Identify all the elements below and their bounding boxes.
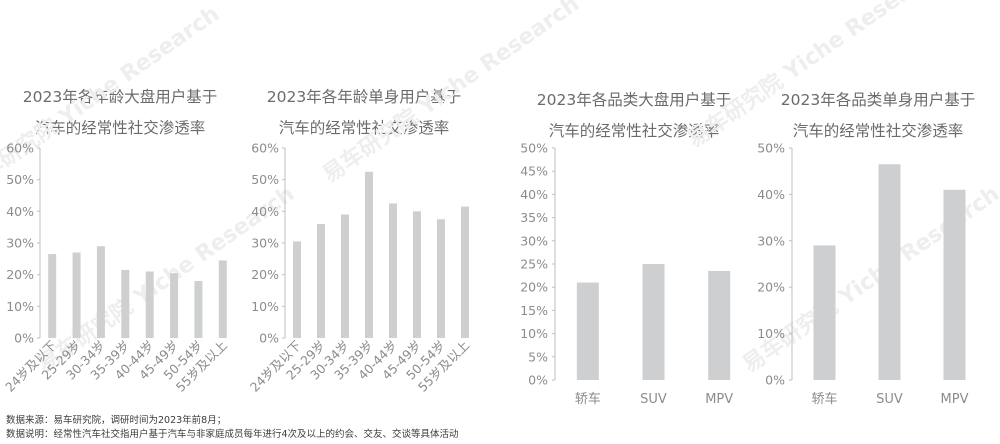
chart-1-title-line1: 2023年各年龄大盘用户基于	[22, 88, 218, 106]
chart-4-x-tick-label: SUV	[876, 392, 903, 407]
chart-1-y-tick-label: 30%	[6, 236, 34, 251]
chart-4-bar	[943, 189, 966, 380]
chart-1-bar	[96, 246, 105, 338]
chart-4-x-tick-label: 轿车	[811, 391, 837, 407]
watermark-2: 易车研究院 Yiche Research	[318, 0, 584, 188]
chart-3-y-tick-label: 30%	[520, 233, 548, 248]
watermark-1: 易车研究院 Yiche Research	[0, 1, 224, 198]
chart-1-bar	[121, 269, 130, 338]
chart-1-bar	[170, 273, 179, 338]
chart-4-bar	[878, 164, 901, 380]
chart-2-bar	[413, 211, 421, 338]
chart-2-bar	[389, 203, 397, 338]
chart-4-title: 2023年各品类单身用户基于 汽车的经常性社交渗透率	[766, 85, 990, 147]
chart-4-title-line1: 2023年各品类单身用户基于	[780, 91, 976, 109]
chart-3-y-tick-label: 50%	[520, 141, 548, 156]
chart-1-bar	[194, 281, 203, 338]
chart-3-y-tick-label: 35%	[520, 210, 548, 225]
chart-3-bar	[708, 270, 731, 380]
chart-1-title-line2: 汽车的经常性社交渗透率	[34, 119, 206, 137]
chart-3-y-tick-label: 25%	[520, 257, 548, 272]
chart-4-bar	[813, 245, 836, 380]
chart-2-y-tick-label: 20%	[251, 267, 279, 282]
chart-1-bar	[72, 252, 81, 338]
chart-1-title: 2023年各年龄大盘用户基于 汽车的经常性社交渗透率	[8, 82, 232, 144]
chart-2-bar	[293, 241, 301, 338]
chart-4-x-tick-label: MPV	[941, 392, 969, 407]
chart-3-y-tick-label: 15%	[520, 303, 548, 318]
chart-3-y-tick-label: 5%	[528, 349, 548, 364]
chart-2-title-line1: 2023年各年龄单身用户基于	[266, 88, 462, 106]
chart-2-bar	[365, 171, 373, 338]
chart-3-y-tick-label: 45%	[520, 164, 548, 179]
footnote-definition: 数据说明：经常性汽车社交指用户基于汽车与非家庭成员每年进行4次及以上的约会、交友…	[6, 429, 459, 440]
chart-1-bar	[218, 260, 227, 338]
chart-2-title-line2: 汽车的经常性社交渗透率	[278, 119, 450, 137]
chart-3-bar	[576, 282, 599, 380]
chart-2-y-tick-label: 10%	[251, 299, 279, 314]
chart-3-y-tick-label: 0%	[528, 373, 548, 388]
chart-2-y-tick-label: 0%	[259, 331, 279, 346]
chart-3-y-tick-label: 40%	[520, 187, 548, 202]
chart-1-bar	[145, 271, 154, 338]
chart-2-bar	[461, 206, 469, 338]
chart-2-y-tick-label: 30%	[251, 236, 279, 251]
chart-3-title-line1: 2023年各品类大盘用户基于	[536, 91, 732, 109]
watermark-3: 易车研究院 Yiche Research	[683, 0, 949, 153]
chart-2-y-tick-label: 50%	[251, 172, 279, 187]
chart-2-y-tick-label: 60%	[251, 141, 279, 156]
chart-3-title-line2: 汽车的经常性社交渗透率	[548, 122, 720, 140]
chart-3-bar	[642, 264, 665, 380]
chart-1-y-tick-label: 0%	[14, 331, 34, 346]
chart-1-y-tick-label: 40%	[6, 204, 34, 219]
chart-3-y-tick-label: 10%	[520, 326, 548, 341]
chart-1-y-tick-label: 10%	[6, 299, 34, 314]
chart-3-x-tick-label: MPV	[705, 392, 733, 407]
chart-3-x-tick-label: SUV	[640, 392, 667, 407]
chart-2-bar	[341, 214, 349, 338]
chart-4-y-tick-label: 30%	[757, 233, 785, 248]
chart-1-bar	[48, 254, 57, 338]
footnote-source: 数据来源：易车研究院，调研时间为2023年前8月；	[6, 415, 227, 426]
chart-1-y-tick-label: 50%	[6, 172, 34, 187]
chart-4-title-line2: 汽车的经常性社交渗透率	[792, 122, 964, 140]
chart-1-y-tick-label: 60%	[6, 141, 34, 156]
chart-2-bar	[317, 224, 325, 338]
chart-1-y-tick-label: 20%	[6, 267, 34, 282]
chart-4-y-tick-label: 0%	[765, 373, 785, 388]
chart-4-y-tick-label: 40%	[757, 187, 785, 202]
chart-2-bar	[437, 219, 445, 338]
chart-2-y-tick-label: 40%	[251, 204, 279, 219]
chart-3-title: 2023年各品类大盘用户基于 汽车的经常性社交渗透率	[522, 85, 746, 147]
chart-4-y-tick-label: 50%	[757, 141, 785, 156]
chart-3-y-tick-label: 20%	[520, 280, 548, 295]
chart-4-y-tick-label: 10%	[757, 326, 785, 341]
chart-2-title: 2023年各年龄单身用户基于 汽车的经常性社交渗透率	[252, 82, 476, 144]
chart-4-y-tick-label: 20%	[757, 280, 785, 295]
chart-3-x-tick-label: 轿车	[575, 391, 601, 407]
